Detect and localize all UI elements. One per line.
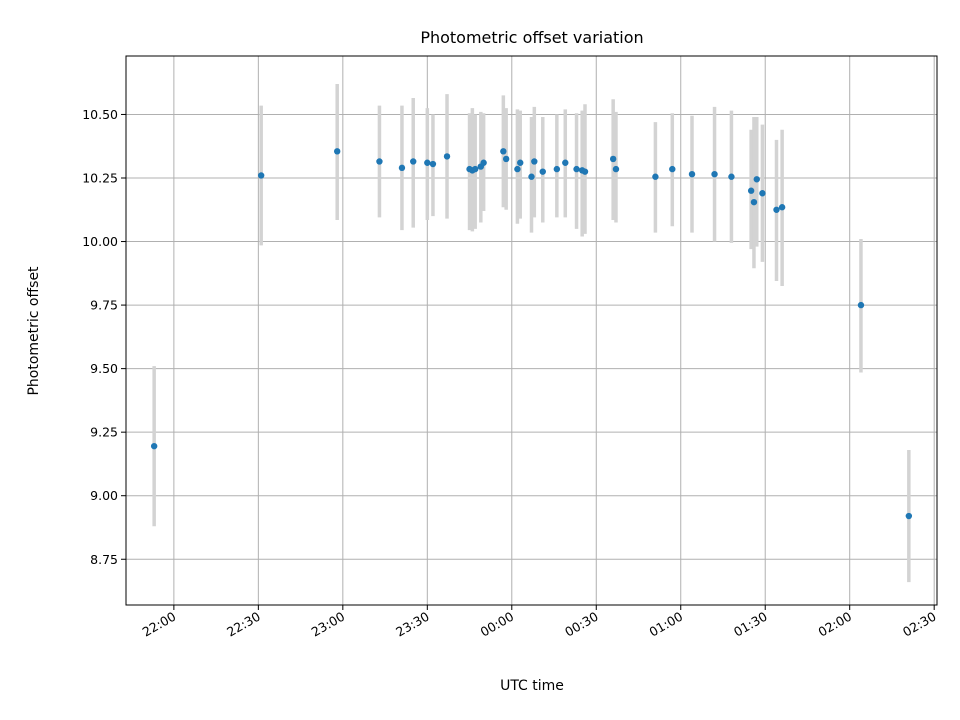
data-point [150,442,158,450]
data-point [905,512,913,520]
data-point [502,155,510,163]
data-point [581,168,589,175]
data-point [753,176,760,183]
y-axis-ticks: 8.75 9.00 9.25 9.50 9.75 10.00 10.25 10.50 [82,107,126,567]
data-point [778,204,786,211]
y-tick-label: 9.00 [90,488,118,503]
data-point [669,165,676,173]
y-tick-label: 9.50 [90,361,118,376]
data-point [711,170,718,178]
y-tick-label: 10.00 [82,234,118,249]
data-point [747,187,755,194]
data-point [528,173,535,180]
data-point [429,160,437,168]
data-point [531,158,538,165]
data-point [517,159,524,166]
y-tick-label: 10.50 [82,107,118,122]
data-point [553,165,561,173]
x-axis-label: UTC time [500,678,564,694]
data-point [728,173,735,180]
data-point [652,173,659,180]
data-point [514,165,521,173]
data-point [539,168,546,175]
data-point [857,301,865,309]
data-point [612,165,620,173]
y-axis-label: Photometric offset [26,266,42,396]
data-point [609,155,617,163]
data-point [257,172,265,179]
data-point [773,206,780,213]
data-point [443,153,451,160]
chart-title: Photometric offset variation [420,28,643,47]
data-point [562,159,569,166]
y-tick-label: 9.75 [90,298,118,313]
data-point [573,165,580,173]
y-tick-label: 8.75 [90,552,118,567]
data-point [759,190,766,197]
y-tick-label: 10.25 [82,171,118,186]
data-point [500,148,507,155]
data-point [410,158,417,165]
data-point [424,159,431,166]
data-point [480,159,487,166]
data-point [750,198,758,206]
data-point [333,148,341,155]
data-points [150,148,913,520]
data-point [688,170,696,178]
data-point [398,164,406,172]
data-point [471,165,479,173]
data-point [376,158,383,165]
y-tick-label: 9.25 [90,425,118,440]
plot-frame [125,55,938,606]
